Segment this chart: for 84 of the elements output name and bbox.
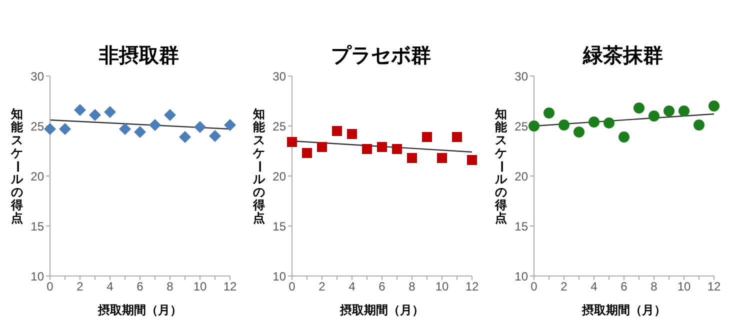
point bbox=[224, 119, 236, 131]
y-tick-label: 30 bbox=[272, 69, 286, 84]
y-tick-label: 10 bbox=[272, 269, 286, 284]
y-tick-label: 20 bbox=[30, 169, 44, 184]
point bbox=[362, 144, 372, 154]
x-tick-label: 6 bbox=[378, 280, 386, 294]
y-tick-label: 25 bbox=[272, 119, 286, 134]
point bbox=[467, 155, 477, 165]
x-axis-title: 摂取期間（月） bbox=[581, 303, 666, 317]
point bbox=[332, 126, 342, 136]
point bbox=[407, 153, 417, 163]
x-tick-label: 0 bbox=[288, 280, 296, 294]
point bbox=[452, 132, 462, 142]
y-tick-label: 15 bbox=[272, 219, 286, 234]
point bbox=[574, 126, 584, 138]
x-tick-label: 12 bbox=[223, 280, 237, 294]
point bbox=[347, 129, 357, 139]
point bbox=[209, 130, 221, 142]
point bbox=[302, 148, 312, 158]
x-tick-label: 8 bbox=[166, 280, 174, 294]
point bbox=[528, 120, 540, 132]
x-tick-label: 6 bbox=[136, 280, 144, 294]
x-tick-label: 12 bbox=[465, 280, 479, 294]
y-tick-label: 20 bbox=[272, 169, 286, 184]
x-tick-label: 12 bbox=[707, 280, 721, 294]
x-tick-label: 4 bbox=[348, 280, 356, 294]
x-tick-label: 10 bbox=[193, 280, 207, 294]
x-tick-label: 10 bbox=[677, 280, 691, 294]
point bbox=[648, 110, 660, 122]
point bbox=[558, 120, 570, 130]
point bbox=[149, 119, 161, 131]
y-tick-label: 15 bbox=[514, 219, 528, 234]
text: 知能スケールの得点 bbox=[10, 107, 24, 225]
point bbox=[678, 106, 690, 116]
point bbox=[392, 144, 402, 154]
x-tick-label: 8 bbox=[408, 280, 416, 294]
point bbox=[604, 118, 614, 128]
chart-title: 緑茶抹群 bbox=[582, 44, 664, 69]
point bbox=[194, 121, 206, 133]
x-tick-label: 10 bbox=[435, 280, 449, 294]
chart-title: 非摂取群 bbox=[98, 44, 180, 69]
point bbox=[74, 104, 86, 116]
text: 知能スケールの得点 bbox=[494, 107, 508, 225]
x-tick-label: 2 bbox=[76, 280, 84, 294]
x-tick-label: 6 bbox=[620, 280, 628, 294]
point bbox=[618, 132, 630, 142]
y-tick-label: 10 bbox=[514, 269, 528, 284]
point bbox=[287, 137, 297, 147]
x-tick-label: 4 bbox=[590, 280, 598, 294]
y-tick-label: 20 bbox=[514, 169, 528, 184]
point bbox=[377, 142, 387, 152]
point bbox=[634, 102, 644, 114]
x-axis-title: 摂取期間（月） bbox=[97, 303, 182, 317]
x-axis-title: 摂取期間（月） bbox=[339, 303, 424, 317]
point bbox=[89, 109, 101, 121]
point bbox=[164, 109, 176, 121]
point bbox=[437, 153, 447, 163]
point bbox=[708, 100, 720, 112]
y-tick-label: 30 bbox=[514, 69, 528, 84]
y-tick-label: 25 bbox=[514, 119, 528, 134]
point bbox=[317, 142, 327, 152]
x-tick-label: 4 bbox=[106, 280, 114, 294]
y-tick-label: 25 bbox=[30, 119, 44, 134]
x-tick-label: 0 bbox=[46, 280, 54, 294]
point bbox=[588, 116, 600, 128]
point bbox=[104, 106, 116, 118]
y-tick-label: 10 bbox=[30, 269, 44, 284]
text: 知能スケールの得点 bbox=[252, 107, 266, 225]
point bbox=[44, 123, 56, 135]
y-tick-label: 15 bbox=[30, 219, 44, 234]
point bbox=[59, 123, 71, 135]
point bbox=[119, 123, 131, 135]
chart-title: プラセボ群 bbox=[330, 44, 432, 69]
point bbox=[422, 132, 432, 142]
point bbox=[544, 108, 554, 118]
point bbox=[694, 120, 704, 130]
x-tick-label: 2 bbox=[318, 280, 326, 294]
point bbox=[134, 126, 146, 138]
x-tick-label: 2 bbox=[560, 280, 568, 294]
x-tick-label: 8 bbox=[650, 280, 658, 294]
y-tick-label: 30 bbox=[30, 69, 44, 84]
x-tick-label: 0 bbox=[530, 280, 538, 294]
point bbox=[664, 106, 674, 116]
point bbox=[179, 131, 191, 143]
